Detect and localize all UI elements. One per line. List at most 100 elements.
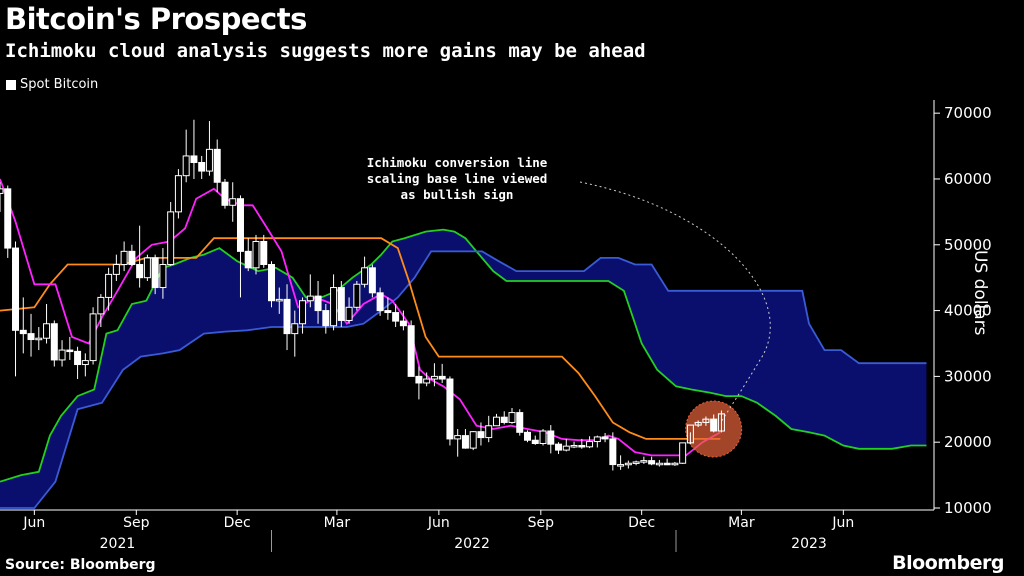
candle-body (578, 444, 586, 448)
candle-body (167, 211, 175, 266)
candle-body (593, 436, 601, 443)
candle-body (624, 462, 632, 466)
x-tick-label: Dec (224, 515, 251, 531)
candle-body (438, 375, 446, 380)
candle-body (12, 247, 20, 331)
candle-body (244, 250, 252, 269)
highlight-candle-body (694, 421, 702, 426)
candle-body (345, 306, 353, 321)
candle-body (407, 325, 415, 377)
candle-body (81, 360, 89, 366)
candle-body (330, 287, 338, 327)
candle-body (322, 310, 330, 327)
legend-swatch (6, 79, 16, 90)
year-label: 2022 (454, 536, 490, 552)
y-tick-label: 20000 (944, 433, 992, 451)
x-tick-label: Mar (728, 515, 755, 531)
candle-body (632, 461, 640, 464)
x-tick-label: Jun (427, 515, 450, 531)
annotation-line-1: Ichimoku conversion line (366, 155, 548, 170)
highlight-candle-body (710, 418, 718, 432)
brand-logo: Bloomberg (892, 552, 1004, 574)
candle-body (43, 323, 51, 339)
x-tick-label: Sep (528, 515, 555, 531)
candle-body (376, 292, 384, 312)
candle-body (236, 198, 244, 252)
candle-body (454, 435, 462, 440)
candle-body (74, 350, 82, 366)
candle-body (136, 264, 144, 279)
candle-body (415, 375, 423, 384)
highlight-candle-body (702, 418, 710, 423)
candle-body (213, 148, 221, 183)
y-tick-label: 60000 (944, 170, 992, 188)
annotation-line-3: as bullish sign (400, 187, 514, 202)
candle-body (384, 310, 392, 314)
candle-body (492, 416, 500, 427)
candle-body (252, 240, 260, 269)
candle-body (120, 250, 128, 266)
candle-body (485, 425, 493, 439)
candle-body (446, 378, 454, 440)
legend: Spot Bitcoin (6, 77, 98, 92)
candle-body (190, 155, 198, 164)
highlight-candle-body (686, 424, 694, 444)
candle-body (663, 462, 671, 466)
candle-body (105, 273, 113, 298)
y-tick-label: 70000 (944, 104, 992, 122)
candle-body (361, 267, 369, 285)
candle-body (306, 295, 314, 302)
annotation-line-2: scaling base line viewed (366, 171, 548, 186)
candle-body (555, 443, 563, 451)
legend-label: Spot Bitcoin (20, 77, 99, 92)
source-note: Source: Bloomberg (5, 557, 156, 573)
base-line-line (0, 237, 721, 440)
candle-body (562, 445, 570, 451)
x-tick-label: Jun (831, 515, 854, 531)
y-tick-label: 40000 (944, 302, 992, 320)
candle-body (283, 298, 291, 335)
candle-body (198, 162, 206, 172)
candle-body (0, 188, 4, 194)
y-tick-label: 50000 (944, 236, 992, 254)
candle-body (392, 312, 400, 322)
candle-body (539, 430, 547, 445)
candle-body (159, 264, 167, 289)
candle-body (97, 296, 105, 315)
candle-body (516, 412, 524, 433)
candle-body (143, 257, 151, 279)
chart-title: Bitcoin's Prospects (5, 2, 307, 36)
candle-body (679, 442, 687, 464)
candle-body (4, 188, 12, 249)
candle-body (58, 349, 66, 361)
candle-body (617, 464, 625, 467)
candle-body (174, 175, 182, 213)
candle-body (275, 298, 283, 302)
candle-body (337, 287, 345, 321)
candle-body (640, 460, 648, 463)
candle-body (314, 295, 322, 312)
candle-body (19, 329, 27, 335)
candle-body (66, 349, 74, 353)
candle-body (205, 148, 213, 172)
candle-body (531, 439, 539, 445)
candle-body (368, 267, 376, 294)
candle-body (601, 436, 609, 440)
candle-body (423, 378, 431, 384)
leading-span-b-line (0, 250, 927, 509)
candle-body (508, 412, 516, 423)
candle-body (586, 441, 594, 448)
chart-subtitle: Ichimoku cloud analysis suggests more ga… (5, 40, 646, 62)
candle-body (671, 462, 679, 466)
candle-body (469, 431, 477, 449)
x-tick-label: Sep (123, 515, 150, 531)
candle-body (299, 300, 307, 325)
candle-body (655, 462, 663, 466)
candle-body (221, 181, 229, 206)
candle-body (547, 430, 555, 445)
candle-body (570, 444, 578, 448)
candle-body (524, 431, 532, 441)
ichimoku-cloud (0, 229, 927, 508)
candle-body (291, 323, 299, 335)
